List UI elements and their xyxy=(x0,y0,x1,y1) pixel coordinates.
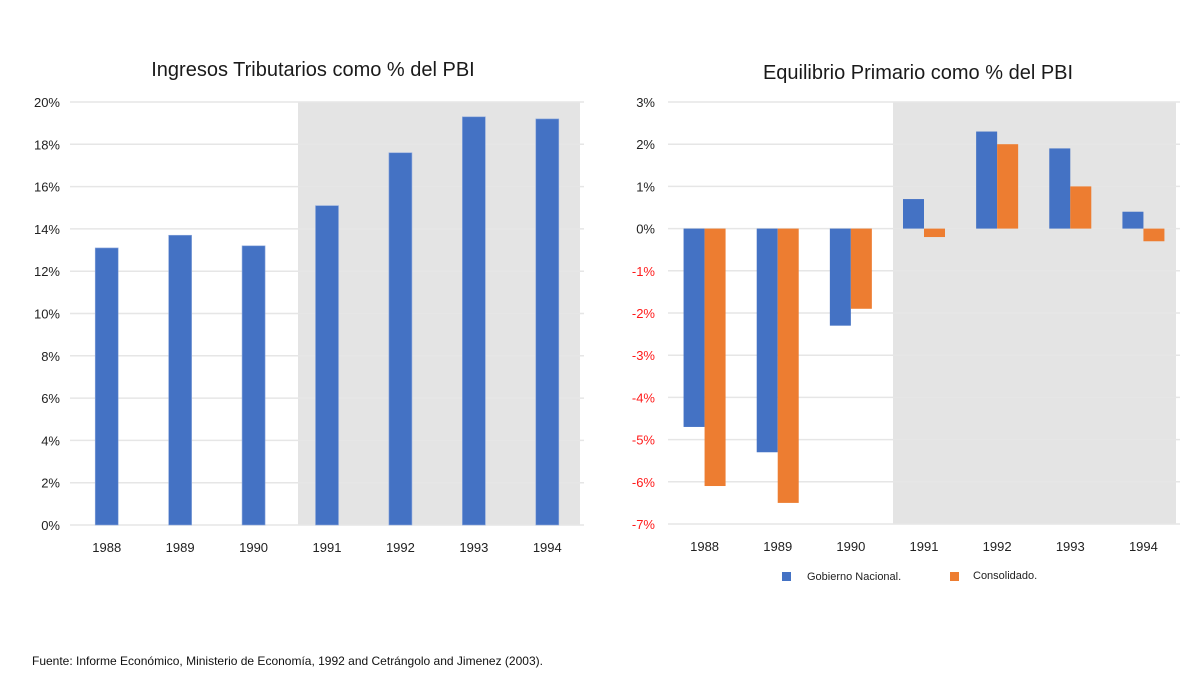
y-tick-label: 2% xyxy=(41,476,60,491)
left-chart-title: Ingresos Tributarios como % del PBI xyxy=(151,59,474,81)
bar-consolidado-1994 xyxy=(1143,228,1165,242)
y-tick-label: -7% xyxy=(632,517,656,532)
right-bars xyxy=(683,131,1165,503)
bar-1991 xyxy=(315,205,339,526)
primary-balance-chart: Equilibrio Primario como % del PBI 3% 2% 1… xyxy=(632,62,1180,583)
bar-consolidado-1989 xyxy=(777,228,799,503)
x-tick-label: 1991 xyxy=(313,540,342,555)
legend: Gobierno Nacional. Consolidado. xyxy=(782,570,1037,583)
bar-gobierno-1989 xyxy=(756,228,778,453)
x-tick-label: 1992 xyxy=(983,539,1012,554)
x-tick-label: 1992 xyxy=(386,540,415,555)
right-chart-title: Equilibrio Primario como % del PBI xyxy=(763,62,1073,84)
tax-revenue-chart: Ingresos Tributarios como % del PBI 0% 2%… xyxy=(34,59,584,555)
left-y-axis: 0% 2% 4% 6% 8% 10% 12% 14% 16% 18% 20% xyxy=(34,95,60,533)
y-tick-label: -3% xyxy=(632,348,656,363)
bar-gobierno-1991 xyxy=(903,199,924,229)
y-tick-label: 20% xyxy=(34,95,60,110)
bar-1992 xyxy=(388,152,413,526)
y-tick-label: -2% xyxy=(632,306,656,321)
bar-consolidado-1993 xyxy=(1070,186,1092,229)
legend-label-gobierno: Gobierno Nacional. xyxy=(807,571,901,583)
y-tick-label: -1% xyxy=(632,264,656,279)
bar-gobierno-1988 xyxy=(683,228,705,427)
y-tick-label: 2% xyxy=(636,137,655,152)
y-tick-label: 6% xyxy=(41,391,60,406)
x-tick-label: 1989 xyxy=(763,539,792,554)
bar-1989 xyxy=(168,234,192,526)
x-tick-label: 1994 xyxy=(1129,539,1158,554)
y-tick-label: -6% xyxy=(632,475,656,490)
bar-gobierno-1990 xyxy=(829,228,851,326)
y-tick-label: 0% xyxy=(636,222,655,237)
bar-1994 xyxy=(535,118,560,526)
legend-swatch-gobierno xyxy=(782,572,791,581)
y-tick-label: 8% xyxy=(41,349,60,364)
bar-consolidado-1991 xyxy=(924,228,945,238)
x-tick-label: 1988 xyxy=(690,539,719,554)
y-tick-label: -5% xyxy=(632,433,656,448)
bar-1988 xyxy=(94,247,119,526)
y-tick-label: 3% xyxy=(636,95,655,110)
y-tick-label: 10% xyxy=(34,307,60,322)
y-tick-label: 18% xyxy=(34,137,60,152)
source-note: Fuente: Informe Económico, Ministerio de… xyxy=(32,654,543,668)
y-tick-label: 12% xyxy=(34,264,60,279)
x-tick-label: 1990 xyxy=(239,540,268,555)
x-tick-label: 1990 xyxy=(836,539,865,554)
x-tick-label: 1993 xyxy=(459,540,488,555)
x-tick-label: 1991 xyxy=(910,539,939,554)
y-tick-label: 0% xyxy=(41,518,60,533)
bar-1993 xyxy=(462,116,486,526)
bar-gobierno-1992 xyxy=(976,131,998,229)
x-tick-label: 1989 xyxy=(166,540,195,555)
y-tick-label: 4% xyxy=(41,433,60,448)
bar-gobierno-1994 xyxy=(1122,211,1144,229)
y-tick-label: 1% xyxy=(636,179,655,194)
x-tick-label: 1988 xyxy=(92,540,121,555)
bar-consolidado-1990 xyxy=(850,228,872,309)
x-tick-label: 1993 xyxy=(1056,539,1085,554)
right-x-axis: 1988 1989 1990 1991 1992 1993 1994 xyxy=(690,539,1158,554)
y-tick-label: -4% xyxy=(632,390,656,405)
legend-label-consolidado: Consolidado. xyxy=(973,570,1037,582)
y-tick-label: 14% xyxy=(34,222,60,237)
legend-swatch-consolidado xyxy=(950,572,959,581)
right-gridlines xyxy=(668,101,1180,525)
bar-consolidado-1992 xyxy=(997,144,1019,229)
right-y-axis: 3% 2% 1% 0% -1% -2% -3% -4% -5% -6% -7% xyxy=(632,95,656,532)
x-tick-label: 1994 xyxy=(533,540,562,555)
left-x-axis: 1988 1989 1990 1991 1992 1993 1994 xyxy=(92,540,561,555)
bar-consolidado-1988 xyxy=(704,228,726,487)
bar-1990 xyxy=(241,245,266,526)
y-tick-label: 16% xyxy=(34,180,60,195)
bar-gobierno-1993 xyxy=(1049,148,1071,229)
left-bars xyxy=(94,116,560,526)
